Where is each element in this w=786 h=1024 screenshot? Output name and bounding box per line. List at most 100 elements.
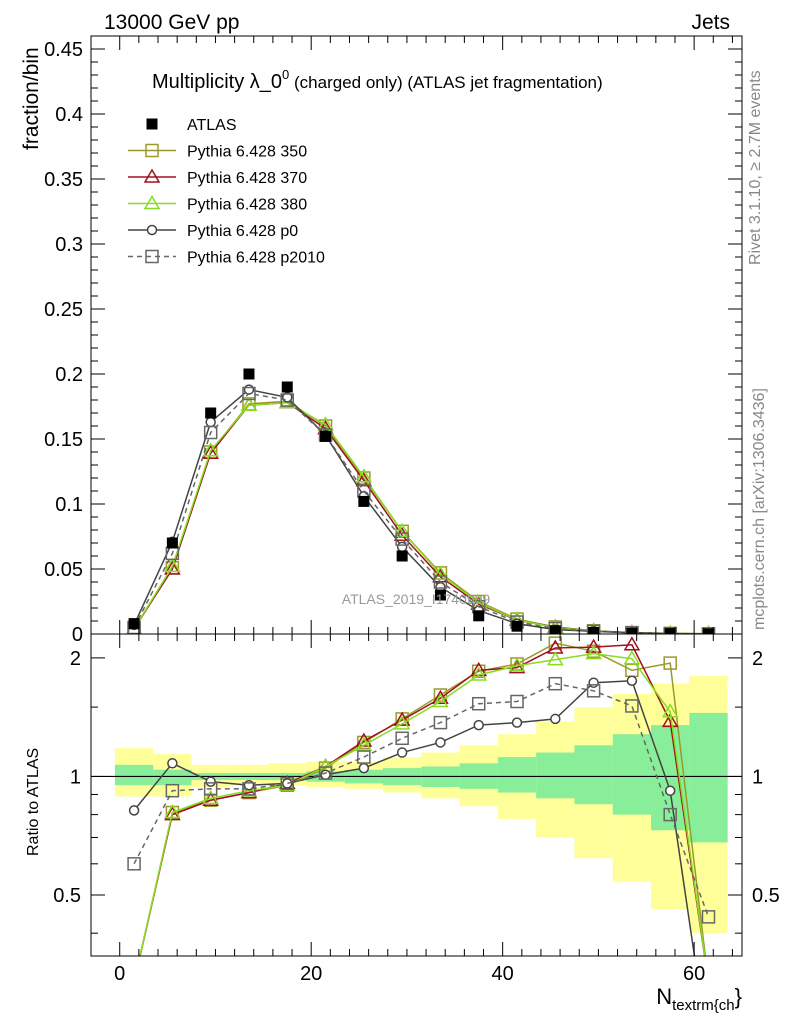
ratio-point: [280, 776, 295, 791]
data-point: [701, 627, 716, 634]
legend-entry-atlas: ATLAS: [146, 117, 237, 134]
data-point: [548, 621, 563, 634]
y-tick-label: 0.45: [44, 39, 83, 61]
ratio-series-pythia-6-428-p2010: [127, 676, 716, 924]
ratio-point: [203, 782, 218, 796]
legend-marker: [145, 249, 159, 264]
legend-marker: [146, 118, 158, 130]
ratio-point: [393, 711, 411, 726]
ratio-point: [663, 656, 677, 670]
legend-label: ATLAS: [187, 117, 237, 134]
ratio-y-axis-label: Ratio to ATLAS: [25, 748, 42, 856]
ratio-point: [471, 696, 486, 711]
data-point: [164, 557, 181, 573]
data-point: [586, 624, 601, 634]
ratio-point: [282, 778, 293, 789]
y-tick-label: 0.35: [44, 169, 83, 191]
legend-marker: [143, 168, 161, 183]
ratio-point: [471, 664, 486, 678]
ratio-point: [357, 750, 371, 764]
ratio-y-tick-label: 1: [70, 766, 81, 788]
x-axis-label: Ntextrm{ch}: [656, 984, 742, 1014]
ratio-point: [127, 857, 141, 871]
ratio-point: [127, 975, 141, 987]
ratio-point: [511, 717, 523, 728]
legend-label: Pythia 6.428 p2010: [187, 250, 325, 267]
data-point: [242, 386, 256, 401]
legend-label: Pythia 6.428 350: [187, 144, 307, 161]
ratio-point: [626, 675, 638, 686]
ratio-line-pythia-6-428-370: [139, 643, 706, 956]
data-point: [393, 522, 411, 538]
ratio-point: [432, 689, 449, 704]
ratio-point: [320, 769, 331, 780]
data-point: [202, 442, 219, 457]
main-panel: Multiplicity λ_00 (charged only) (ATLAS …: [20, 35, 743, 646]
ratio-point: [623, 650, 641, 665]
rivet-version-label: Rivet 3.1.10, ≥ 2.7M events: [747, 70, 764, 265]
ratio-point: [550, 713, 561, 725]
ratio-point: [205, 776, 216, 787]
x-tick-label: 20: [300, 963, 322, 985]
analysis-watermark: ATLAS_2019_I1740909: [342, 591, 491, 607]
data-point: [511, 620, 523, 632]
uncertainty-band-inner: [536, 752, 575, 799]
y-tick-label: 0.1: [55, 494, 83, 516]
ratio-point: [165, 783, 180, 798]
ratio-point: [548, 636, 563, 650]
ratio-point: [473, 719, 484, 731]
ratio-point: [663, 807, 677, 822]
data-point: [396, 550, 408, 562]
data-point: [128, 618, 140, 630]
ratio-series-pythia-6-428-p0: [128, 675, 696, 956]
legend: ATLAS Pythia 6.428 350 Pythia 6.428 370 Pyt…: [128, 117, 325, 267]
series-line-pythia-6-428-p0: [133, 388, 709, 634]
main-title: Multiplicity λ_00 (charged only) (ATLAS …: [152, 67, 603, 93]
x-tick-label: 60: [683, 963, 705, 985]
data-point: [281, 381, 293, 393]
data-point: [164, 560, 181, 575]
ratio-point: [625, 699, 639, 713]
legend-entry-pythia-6-428-370: Pythia 6.428 370: [128, 168, 307, 187]
ratio-point: [358, 762, 370, 774]
uncertainty-band-inner: [153, 769, 192, 786]
data-point: [205, 416, 216, 428]
data-point: [203, 425, 218, 440]
data-point: [240, 396, 258, 411]
legend-entry-pythia-6-428-p2010: Pythia 6.428 p2010: [128, 250, 325, 267]
data-point: [434, 589, 446, 601]
ratio-point: [318, 766, 333, 780]
ratio-point: [661, 703, 679, 718]
ratio-point: [164, 804, 181, 819]
ratio-point: [167, 758, 178, 769]
uncertainty-band-inner: [689, 712, 728, 843]
ratio-line-pythia-6-428-p2010: [133, 682, 710, 918]
ratio-point: [435, 737, 446, 748]
ratio-point: [393, 715, 411, 730]
data-point: [702, 628, 714, 634]
ratio-point: [396, 747, 408, 758]
ratio-point: [128, 976, 140, 988]
ratio-point: [433, 715, 448, 730]
data-point: [432, 565, 449, 580]
y-tick-label: 0.25: [44, 299, 83, 321]
legend-marker: [145, 143, 159, 158]
data-point: [625, 626, 639, 634]
mcplots-label: mcplots.cern.ch [arXiv:1306.3436]: [751, 388, 768, 630]
ratio-point: [470, 666, 488, 681]
y-tick-label: 0.05: [44, 559, 83, 581]
header-process-label: Jets: [691, 11, 730, 34]
ratio-point: [585, 645, 602, 660]
data-point: [549, 625, 561, 634]
ratio-point: [128, 805, 140, 816]
y-tick-label: 0.4: [55, 104, 83, 126]
ratio-point: [661, 712, 679, 728]
data-point: [166, 537, 178, 549]
data-point: [205, 407, 217, 419]
ratio-point: [588, 677, 599, 688]
data-point: [664, 628, 676, 634]
uncertainty-band-inner: [114, 764, 154, 786]
ratio-point: [547, 651, 564, 666]
x-tick-label: 40: [492, 963, 514, 985]
ratio-point: [240, 782, 258, 797]
